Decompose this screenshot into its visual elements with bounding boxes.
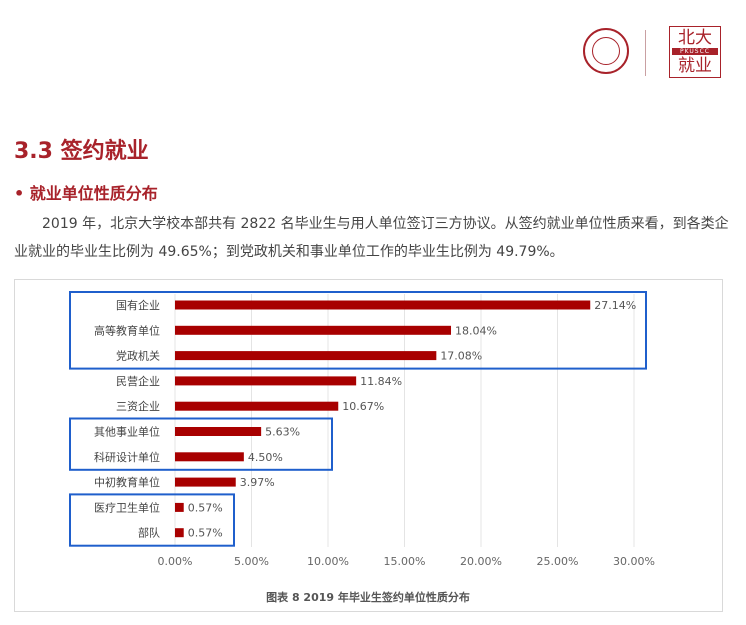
data-label: 17.08% [440,350,482,363]
chart-title: 图表 8 2019 年毕业生签约单位性质分布 [266,590,470,604]
highlight-layer [69,291,647,547]
bar [175,452,244,462]
mark-top-text: 北大 [678,28,712,48]
mark-bottom-text: 就业 [678,56,712,76]
data-label: 18.04% [455,324,497,337]
employment-type-bar-chart: 0.00% 5.00% 10.00% 15.00% 20.00% 25.00% 30.00%… [69,291,655,604]
bar [175,427,262,436]
bar [175,351,437,361]
x-tick-label: 30.00% [613,555,655,568]
subheading: • 就业单位性质分布 [14,184,158,203]
x-tick-label: 25.00% [537,555,579,568]
data-label: 5.63% [265,426,300,439]
peking-university-seal-icon [583,28,629,74]
highlight-box [69,493,235,547]
bars-layer [175,300,591,538]
logo-divider [645,30,646,76]
seal-inner-ring [592,37,620,65]
data-label: 4.50% [248,451,283,464]
pku-logo: 北大 PKUSCC 就业 [583,26,733,82]
data-label: 3.97% [240,476,275,489]
x-tick-label: 5.00% [234,555,269,568]
data-label: 27.14% [594,299,636,312]
bar [175,502,184,512]
data-label: 11.84% [360,375,402,388]
category-label: 医疗卫生单位 [94,500,160,514]
category-label: 部队 [138,526,160,540]
x-tick-label: 10.00% [307,555,349,568]
data-label: 0.57% [188,501,223,514]
bar [175,401,339,411]
summary-paragraph: 2019 年，北京大学校本部共有 2822 名毕业生与用人单位签订三方协议。从签… [14,216,729,260]
pkuscc-mark: 北大 PKUSCC 就业 [669,26,721,78]
bar [175,376,357,386]
bar [175,528,184,538]
bar [175,477,236,487]
section-title: 3.3 签约就业 [14,139,149,164]
bar [175,325,452,335]
category-label: 高等教育单位 [94,323,160,337]
category-label: 国有企业 [116,298,160,312]
highlight-box [69,417,333,471]
category-label: 中初教育单位 [94,475,160,489]
data-label: 0.57% [188,527,223,540]
category-label: 党政机关 [116,349,160,363]
mark-middle-text: PKUSCC [672,48,718,55]
category-label: 科研设计单位 [94,450,160,464]
data-label: 10.67% [342,400,384,413]
category-label: 三资企业 [116,399,160,413]
x-tick-label: 15.00% [384,555,426,568]
labels-layer: 0.00% 5.00% 10.00% 15.00% 20.00% 25.00% 30.00%… [94,298,655,568]
highlight-box [69,291,647,370]
category-label: 民营企业 [116,374,160,388]
x-tick-label: 20.00% [460,555,502,568]
x-tick-label: 0.00% [158,555,193,568]
bar [175,300,591,310]
category-label: 其他事业单位 [94,425,160,439]
